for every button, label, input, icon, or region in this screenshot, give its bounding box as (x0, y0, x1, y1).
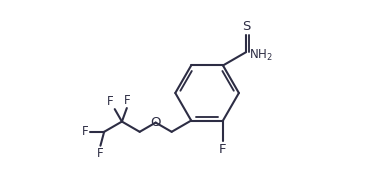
Text: NH$_2$: NH$_2$ (249, 48, 273, 63)
Text: F: F (219, 143, 227, 156)
Text: F: F (97, 147, 104, 160)
Text: O: O (150, 116, 161, 129)
Text: F: F (81, 125, 88, 138)
Text: S: S (242, 20, 250, 33)
Text: F: F (107, 95, 114, 108)
Text: F: F (124, 94, 130, 107)
